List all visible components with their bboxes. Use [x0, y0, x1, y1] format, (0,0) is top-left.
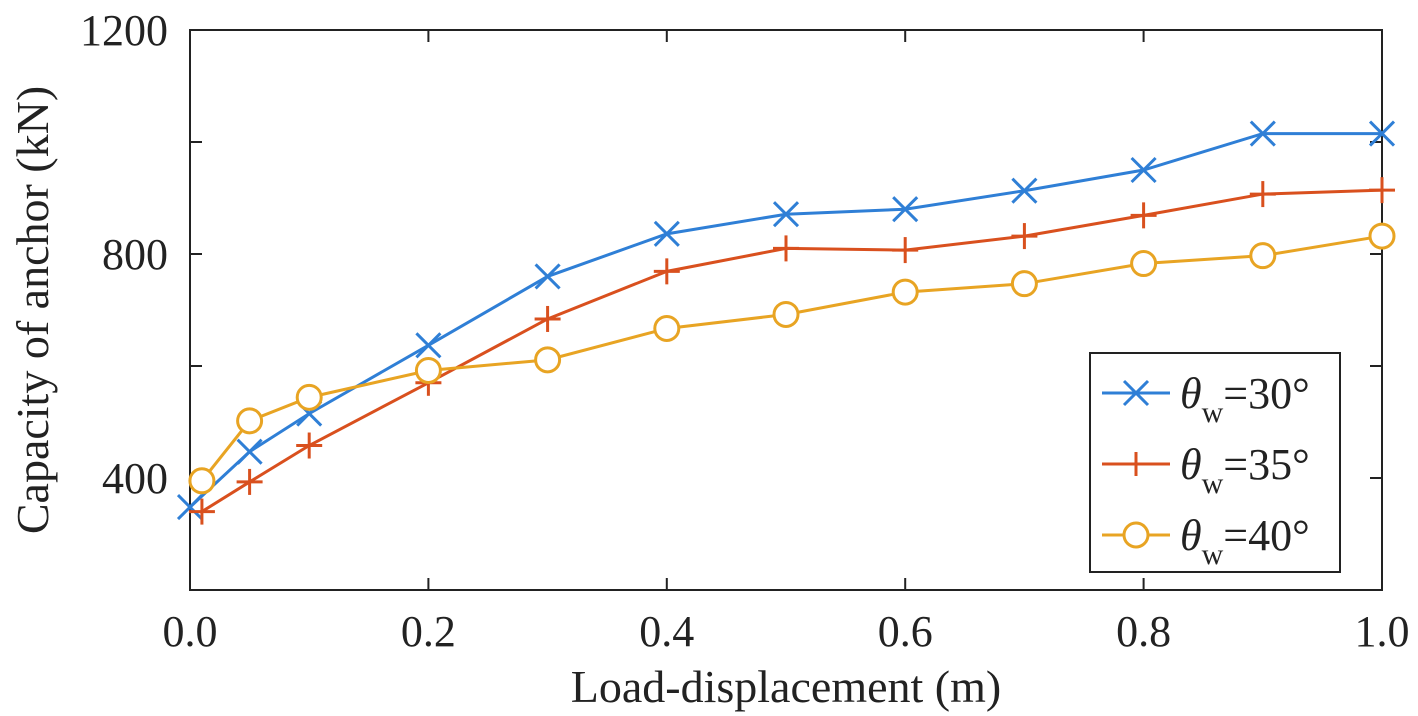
y-tick-label: 800 [102, 230, 168, 279]
series-3 [188, 222, 1396, 495]
x-tick-label: 0.6 [878, 607, 933, 656]
marker-x [1249, 120, 1276, 147]
series-line [201, 188, 1383, 513]
marker-circle [891, 278, 919, 306]
marker-x [415, 332, 442, 359]
marker-circle [653, 314, 681, 342]
y-tick-label: 400 [102, 454, 168, 503]
marker-x [892, 196, 919, 223]
marker-circle [1249, 242, 1277, 270]
marker-circle [1010, 270, 1038, 298]
legend-symbol: θ [1180, 440, 1202, 489]
marker-x [1122, 379, 1150, 407]
marker-circle [236, 407, 264, 435]
marker-circle [1130, 250, 1158, 278]
y-tick-label: 1200 [80, 6, 168, 55]
marker-circle [188, 467, 216, 495]
legend-symbol: θ [1180, 511, 1202, 560]
marker-circle [1122, 521, 1150, 549]
marker-circle [534, 346, 562, 374]
x-tick-label: 0.2 [401, 607, 456, 656]
x-axis: 0.0 0.2 0.4 0.6 0.8 1.0 [163, 30, 1410, 656]
x-tick-label: 0.4 [639, 607, 694, 656]
legend-item-2: θw=35° [1102, 440, 1310, 500]
legend-label: θw=40° [1180, 511, 1310, 571]
series-line [188, 132, 1382, 509]
legend-item-3: θw=40° [1102, 511, 1310, 571]
legend-symbol: θ [1180, 369, 1202, 418]
marker-x [1130, 156, 1157, 184]
y-axis-title: Capacity of anchor (kN) [7, 86, 58, 534]
legend-subscript: w [1202, 538, 1224, 571]
legend-subscript: w [1202, 396, 1224, 429]
marker-x [1368, 120, 1396, 147]
series-2 [188, 177, 1395, 525]
series-layer [176, 120, 1396, 525]
marker-x [653, 220, 680, 247]
marker-x [236, 438, 263, 465]
legend-value: =40° [1223, 511, 1309, 560]
x-tick-label: 0.0 [163, 607, 218, 656]
plot-area [189, 29, 1383, 591]
marker-circle [295, 383, 323, 411]
legend: θw=30°θw=35°θw=40° [1089, 352, 1341, 573]
marker-circle [772, 300, 800, 328]
legend-item-1: θw=30° [1102, 369, 1310, 429]
x-axis-title: Load-displacement (m) [571, 661, 1001, 712]
marker-x [534, 263, 561, 290]
marker-x [772, 201, 800, 228]
series-1 [176, 120, 1396, 521]
marker-x [176, 494, 204, 521]
plot-frame [189, 29, 1383, 591]
legend-label: θw=35° [1180, 440, 1310, 500]
x-tick-label: 0.8 [1116, 607, 1171, 656]
marker-circle [1368, 222, 1396, 250]
legend-label: θw=30° [1180, 369, 1310, 429]
x-tick-label: 1.0 [1355, 607, 1410, 656]
legend-value: =35° [1223, 440, 1309, 489]
legend-subscript: w [1202, 467, 1224, 500]
y-axis: 400 800 1200 [80, 6, 1382, 591]
legend-value: =30° [1223, 369, 1309, 418]
marker-circle [414, 356, 442, 384]
marker-x [1011, 177, 1038, 204]
